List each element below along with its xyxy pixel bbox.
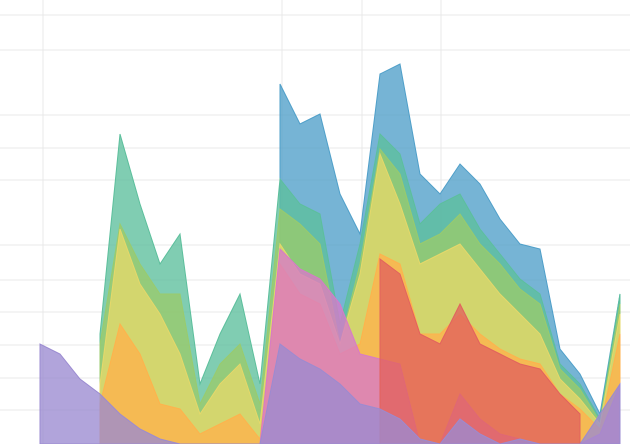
area [379, 258, 581, 444]
area [39, 343, 621, 444]
